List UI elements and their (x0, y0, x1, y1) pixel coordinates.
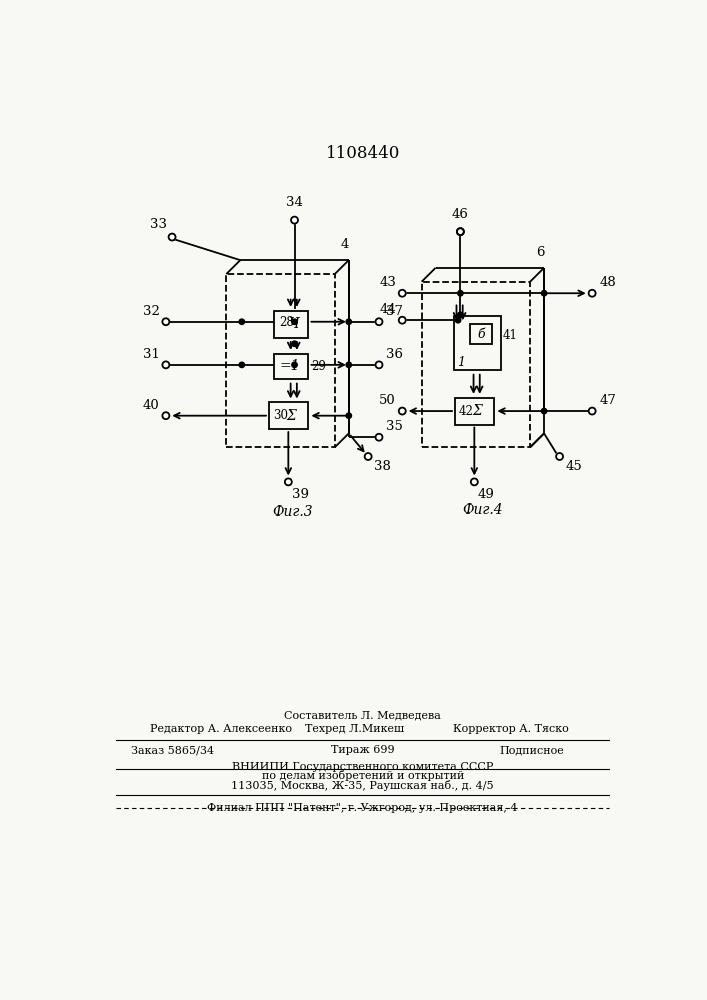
Text: 35: 35 (386, 420, 403, 433)
Text: Σ: Σ (286, 409, 296, 423)
Text: 33: 33 (151, 218, 168, 231)
Circle shape (471, 478, 478, 485)
Text: 39: 39 (292, 488, 309, 501)
Text: =1: =1 (280, 359, 300, 373)
Text: 37: 37 (386, 305, 403, 318)
Text: 1: 1 (457, 356, 465, 369)
Circle shape (399, 317, 406, 324)
Text: 45: 45 (566, 460, 583, 473)
Text: 30: 30 (273, 409, 288, 422)
Bar (421, 282, 530, 447)
Text: Фиг.3: Фиг.3 (272, 505, 312, 519)
Circle shape (457, 228, 464, 235)
Circle shape (239, 319, 245, 324)
Text: 50: 50 (379, 394, 396, 407)
Text: по делам изобретений и открытий: по делам изобретений и открытий (262, 770, 464, 781)
Text: 42: 42 (459, 405, 474, 418)
Text: б: б (477, 328, 485, 341)
Circle shape (292, 319, 297, 324)
Text: ВНИИПИ Государственного комитета СССР: ВНИИПИ Государственного комитета СССР (232, 762, 493, 772)
Circle shape (399, 408, 406, 415)
Circle shape (542, 408, 547, 414)
Text: 40: 40 (143, 399, 160, 412)
Circle shape (589, 290, 595, 297)
Circle shape (291, 217, 298, 224)
Circle shape (285, 478, 292, 485)
Circle shape (346, 413, 351, 418)
Text: 6: 6 (536, 246, 544, 259)
Circle shape (399, 290, 406, 297)
Text: 49: 49 (477, 488, 494, 501)
Text: Филиал ППП "Патент", г. Ужгород, ул. Проектная, 4: Филиал ППП "Патент", г. Ужгород, ул. Про… (207, 803, 518, 813)
Text: 28: 28 (279, 316, 294, 329)
Bar (454, 316, 501, 370)
Text: Корректор А. Тяско: Корректор А. Тяско (452, 724, 568, 734)
Text: 1108440: 1108440 (325, 145, 400, 162)
Circle shape (163, 412, 170, 419)
Text: Подписное: Подписное (499, 745, 564, 755)
Bar (226, 274, 335, 447)
Circle shape (168, 234, 175, 241)
Circle shape (346, 319, 351, 324)
Circle shape (365, 453, 372, 460)
Text: 48: 48 (599, 276, 616, 289)
Text: 31: 31 (143, 348, 160, 361)
Circle shape (375, 434, 382, 441)
Bar (269, 402, 308, 429)
Circle shape (375, 318, 382, 325)
Circle shape (457, 312, 463, 318)
Bar (470, 324, 492, 344)
Text: 113035, Москва, Ж-35, Раушская наб., д. 4/5: 113035, Москва, Ж-35, Раушская наб., д. … (231, 780, 494, 791)
Bar (274, 311, 308, 338)
Circle shape (292, 362, 297, 368)
Text: Техред Л.Микеш: Техред Л.Микеш (305, 724, 404, 734)
Text: 44: 44 (379, 303, 396, 316)
Circle shape (163, 361, 170, 368)
Text: Фиг.4: Фиг.4 (462, 503, 503, 517)
Text: 29: 29 (311, 360, 326, 373)
Circle shape (556, 453, 563, 460)
Text: Ч: Ч (288, 317, 298, 331)
Text: Составитель Л. Медведева: Составитель Л. Медведева (284, 711, 441, 721)
Circle shape (292, 341, 297, 346)
Circle shape (455, 318, 461, 323)
Circle shape (457, 291, 463, 296)
Text: 38: 38 (374, 460, 391, 473)
Text: 43: 43 (379, 276, 396, 289)
Text: 46: 46 (452, 208, 469, 221)
Text: 32: 32 (143, 305, 160, 318)
Circle shape (346, 362, 351, 368)
Text: 34: 34 (286, 196, 303, 209)
Text: 41: 41 (503, 329, 518, 342)
Bar (455, 398, 493, 425)
Text: 36: 36 (386, 348, 403, 361)
Circle shape (239, 362, 245, 368)
Circle shape (589, 408, 595, 415)
Bar (274, 354, 308, 379)
Text: Σ: Σ (472, 404, 482, 418)
Text: 47: 47 (599, 394, 616, 407)
Text: Редактор А. Алексеенко: Редактор А. Алексеенко (151, 724, 293, 734)
Text: 4: 4 (341, 238, 349, 251)
Text: Заказ 5865/34: Заказ 5865/34 (131, 745, 214, 755)
Text: Тираж 699: Тираж 699 (331, 745, 395, 755)
Circle shape (375, 361, 382, 368)
Circle shape (542, 291, 547, 296)
Circle shape (163, 318, 170, 325)
Circle shape (457, 228, 464, 235)
